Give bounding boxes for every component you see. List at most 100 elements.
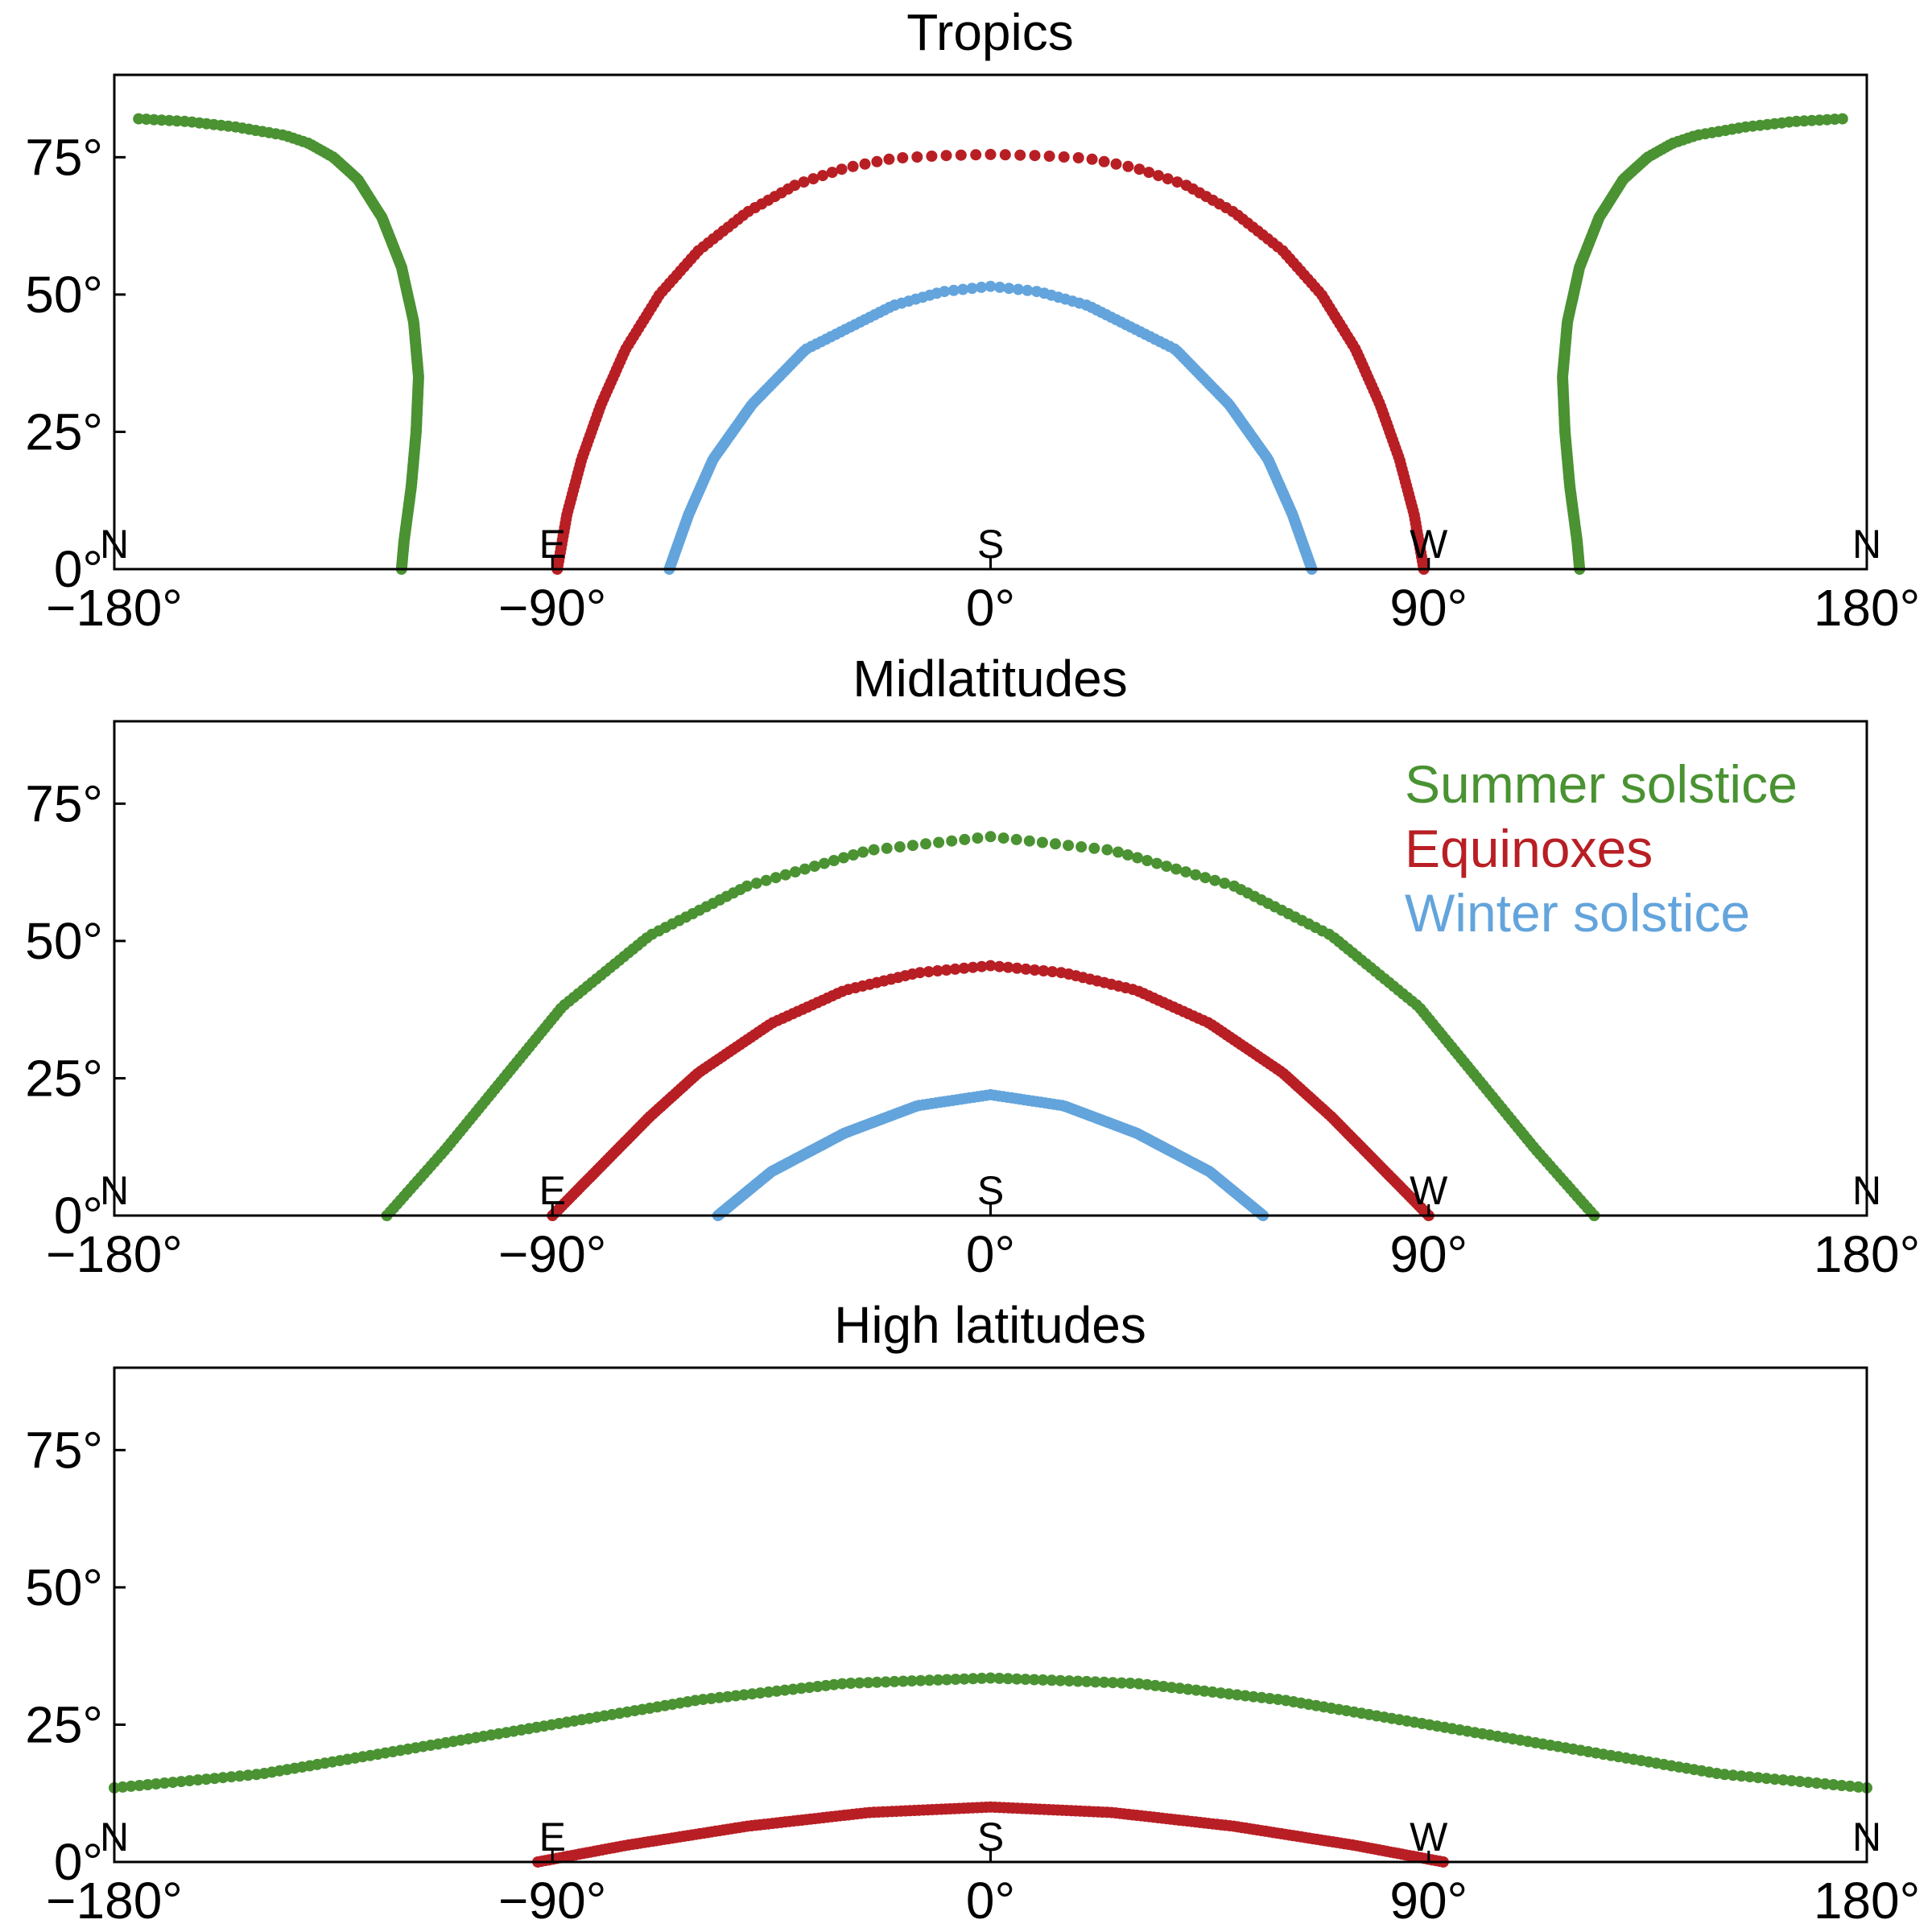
data-point bbox=[811, 1681, 824, 1692]
data-point bbox=[959, 833, 971, 845]
data-point bbox=[1844, 1780, 1856, 1792]
data-point bbox=[871, 1676, 883, 1688]
legend-summer: Summer solstice bbox=[1405, 754, 1798, 814]
data-point bbox=[906, 840, 919, 852]
data-point bbox=[828, 1678, 840, 1690]
data-point bbox=[939, 286, 951, 298]
data-point bbox=[950, 1674, 962, 1686]
y-tick-label: 25° bbox=[25, 1695, 103, 1753]
data-point bbox=[826, 167, 838, 179]
data-point bbox=[1752, 1772, 1764, 1784]
data-point bbox=[1819, 1778, 1831, 1790]
data-point bbox=[1019, 1674, 1031, 1686]
x-tick-label: −90° bbox=[498, 1225, 606, 1283]
data-point bbox=[762, 1686, 774, 1698]
data-point bbox=[1101, 844, 1113, 856]
data-point bbox=[1036, 836, 1048, 848]
series-equinox bbox=[547, 960, 1435, 1221]
data-point bbox=[798, 176, 810, 188]
x-tick-label: 0° bbox=[966, 1225, 1015, 1283]
data-point bbox=[1110, 158, 1122, 170]
y-tick-label: 25° bbox=[25, 1049, 103, 1107]
data-point bbox=[1037, 1674, 1049, 1686]
data-point bbox=[1003, 283, 1015, 295]
data-point bbox=[1153, 170, 1164, 182]
data-point bbox=[200, 1773, 213, 1785]
data-point bbox=[933, 836, 945, 848]
data-point bbox=[1122, 160, 1134, 172]
panel-title: High latitudes bbox=[834, 1296, 1146, 1354]
data-point bbox=[746, 1688, 758, 1700]
data-point bbox=[1777, 1774, 1790, 1786]
data-point bbox=[1011, 1673, 1023, 1685]
data-point bbox=[1029, 150, 1041, 162]
data-point bbox=[923, 966, 935, 978]
data-point bbox=[1038, 965, 1050, 976]
data-point bbox=[795, 1682, 807, 1695]
data-point bbox=[1166, 1682, 1178, 1694]
x-tick-label: 180° bbox=[1814, 1872, 1920, 1930]
data-point bbox=[1199, 1685, 1211, 1697]
data-point bbox=[1170, 863, 1183, 875]
data-point bbox=[1769, 1773, 1781, 1785]
data-point bbox=[184, 1775, 196, 1787]
data-point bbox=[779, 869, 791, 881]
data-point bbox=[1182, 1683, 1194, 1695]
y-tick-label: 0° bbox=[54, 1833, 103, 1891]
data-point bbox=[741, 880, 753, 892]
data-point bbox=[738, 1689, 750, 1701]
data-point bbox=[967, 961, 979, 973]
data-point bbox=[949, 963, 961, 975]
data-point bbox=[838, 852, 849, 864]
data-point bbox=[898, 1675, 909, 1687]
compass-label: N bbox=[100, 1168, 129, 1213]
data-point bbox=[844, 1678, 857, 1689]
data-point bbox=[779, 1684, 791, 1696]
data-point bbox=[957, 283, 969, 295]
series-equinox bbox=[551, 148, 1430, 575]
data-point bbox=[799, 863, 811, 875]
data-point bbox=[862, 1677, 874, 1689]
data-point bbox=[225, 1771, 237, 1783]
data-point bbox=[1028, 1674, 1040, 1686]
x-tick-label: −180° bbox=[46, 1225, 183, 1283]
data-point bbox=[125, 1780, 137, 1792]
data-point bbox=[150, 1778, 162, 1790]
data-point bbox=[1020, 963, 1032, 975]
data-point bbox=[1827, 1779, 1839, 1790]
x-tick-label: 90° bbox=[1389, 1225, 1468, 1283]
x-tick-label: −180° bbox=[46, 579, 183, 637]
compass-label: N bbox=[1852, 1814, 1881, 1860]
data-point bbox=[1190, 869, 1202, 881]
data-point bbox=[1727, 1769, 1739, 1781]
data-point bbox=[208, 1773, 221, 1785]
panel-high-latitudes: High latitudes 0° 25° 50° 75° −180° N −90° E 0° S… bbox=[25, 1296, 1920, 1930]
data-point bbox=[1058, 151, 1070, 163]
data-point bbox=[1089, 1676, 1101, 1688]
data-point bbox=[847, 160, 859, 172]
data-point bbox=[818, 857, 830, 869]
data-point bbox=[817, 170, 828, 182]
x-tick-label: 180° bbox=[1814, 1225, 1920, 1283]
x-tick-label: 90° bbox=[1389, 1872, 1468, 1930]
data-point bbox=[999, 149, 1011, 161]
compass-label: S bbox=[977, 1168, 1004, 1213]
data-point bbox=[789, 866, 801, 878]
data-point bbox=[1852, 1781, 1864, 1793]
data-point bbox=[1736, 1770, 1748, 1782]
data-point bbox=[958, 962, 970, 974]
data-point bbox=[233, 1770, 246, 1782]
data-point bbox=[1088, 842, 1100, 854]
x-tick-label: 180° bbox=[1814, 579, 1920, 637]
data-point bbox=[859, 158, 871, 170]
data-point bbox=[1122, 849, 1133, 861]
data-point bbox=[993, 960, 1005, 972]
data-point bbox=[1248, 1690, 1260, 1703]
compass-label: E bbox=[539, 522, 566, 567]
y-tick-label: 75° bbox=[25, 128, 103, 186]
data-point bbox=[914, 967, 926, 979]
data-point bbox=[803, 1682, 815, 1694]
data-point bbox=[787, 1683, 799, 1695]
compass-label: W bbox=[1410, 1168, 1448, 1213]
